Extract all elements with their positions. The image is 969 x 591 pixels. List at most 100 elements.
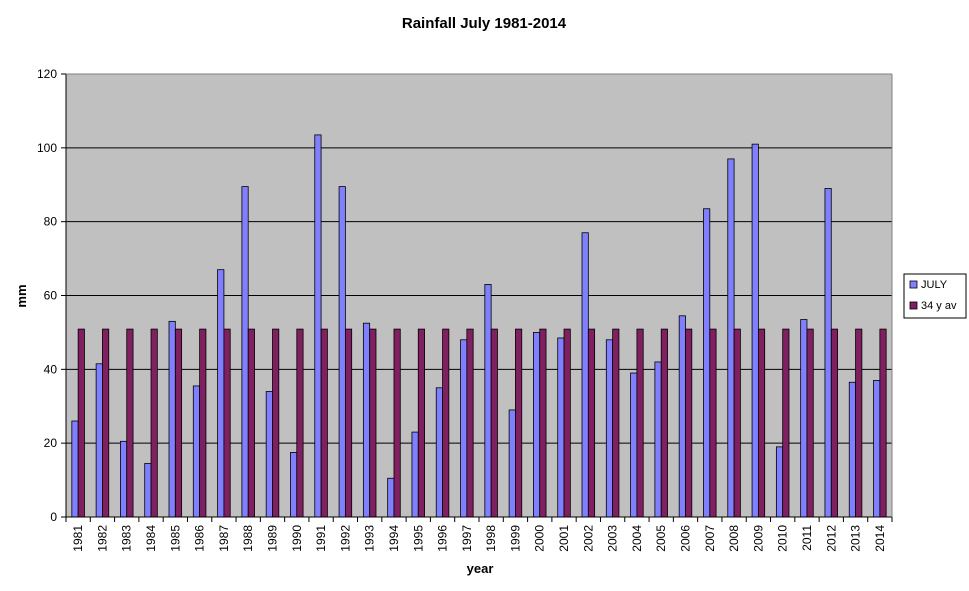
- bar-average-2009: [757, 328, 766, 518]
- y-tick-label: 20: [44, 436, 58, 450]
- bar-july-1989: [265, 391, 273, 518]
- bar-july-2001: [557, 337, 565, 518]
- x-tick-label: 2013: [849, 525, 863, 552]
- x-tick-label: 1986: [193, 525, 207, 552]
- x-tick-label: 2000: [533, 525, 547, 552]
- x-tick-label: 1987: [217, 525, 231, 552]
- y-tick-label: 120: [37, 67, 57, 81]
- bar-average-2006: [685, 328, 693, 518]
- bar-average-1999: [515, 328, 523, 518]
- bar-july-1999: [508, 409, 516, 518]
- x-tick-label: 1994: [387, 525, 401, 552]
- legend-swatch-july: [909, 280, 918, 289]
- x-tick-label: 2005: [654, 525, 668, 552]
- bar-average-1982: [102, 328, 110, 518]
- x-tick-labels: 1981 1982 1983 1984 1985 1986 1987 1988 1989 1990…: [71, 525, 887, 552]
- x-tick-label: 2010: [776, 525, 790, 552]
- bar-july-2009: [751, 143, 759, 518]
- y-tick-label: 100: [37, 141, 57, 155]
- x-tick-label: 2006: [679, 525, 693, 552]
- bar-average-1993: [369, 328, 377, 518]
- x-tick-label: 2007: [703, 525, 717, 552]
- x-tick-label: 2001: [557, 525, 571, 552]
- bar-average-2011: [806, 328, 814, 518]
- x-tick-label: 2002: [581, 525, 595, 552]
- bar-july-2005: [654, 361, 662, 518]
- bar-july-2012: [824, 188, 832, 518]
- bar-average-1989: [272, 328, 280, 518]
- bar-average-2010: [782, 328, 790, 518]
- bars: [71, 134, 887, 518]
- x-axis-title: year: [467, 561, 494, 576]
- bar-average-2004: [636, 328, 644, 518]
- bar-july-1990: [290, 451, 298, 518]
- bar-july-2002: [581, 232, 589, 518]
- bar-average-2000: [539, 328, 547, 518]
- chart-title: Rainfall July 1981-2014: [402, 15, 567, 32]
- bar-average-2001: [563, 328, 571, 518]
- legend-label-july: JULY: [921, 279, 948, 291]
- bar-july-1982: [95, 363, 103, 518]
- x-tick-label: 1992: [338, 525, 352, 552]
- bar-average-1992: [344, 328, 353, 518]
- x-tick-label: 1982: [95, 525, 109, 552]
- x-tick-label: 2011: [800, 525, 814, 551]
- x-tick-label: 1988: [241, 525, 255, 552]
- bar-july-1981: [71, 420, 79, 518]
- x-tick-label: 1989: [266, 525, 280, 552]
- bar-average-2007: [709, 328, 717, 518]
- bar-july-2008: [727, 158, 735, 518]
- bar-july-1985: [168, 320, 176, 518]
- bar-july-2000: [533, 332, 541, 518]
- bar-average-1995: [417, 328, 425, 518]
- x-tick-label: 2014: [873, 525, 887, 552]
- bar-july-2014: [873, 380, 881, 518]
- bar-average-2013: [855, 328, 863, 518]
- x-tick-label: 2012: [824, 525, 838, 552]
- bar-average-2008: [733, 328, 741, 518]
- bar-july-2004: [630, 372, 638, 518]
- x-tick-label: 1984: [144, 525, 158, 552]
- y-tick-label: 80: [44, 215, 58, 229]
- y-tick-label: 0: [50, 510, 57, 524]
- bar-july-1987: [217, 269, 225, 518]
- x-tick-label: 1985: [168, 525, 182, 552]
- bar-average-2014: [879, 328, 887, 518]
- x-tick-label: 1983: [120, 525, 134, 552]
- bar-average-1988: [247, 328, 255, 518]
- bar-average-1981: [77, 328, 85, 518]
- bar-july-1994: [387, 477, 395, 518]
- bar-july-1983: [120, 440, 128, 518]
- bar-july-1992: [338, 186, 346, 518]
- bar-average-1991: [320, 328, 328, 518]
- x-tick-label: 1991: [314, 525, 328, 552]
- bar-average-1986: [199, 328, 207, 518]
- bar-july-1996: [435, 387, 443, 518]
- bar-july-1986: [192, 385, 201, 518]
- legend-swatch-average: [909, 301, 918, 310]
- x-tick-label: 2003: [606, 525, 620, 552]
- x-tick-label: 2009: [751, 525, 765, 552]
- bar-july-2007: [703, 208, 711, 518]
- bar-average-1996: [442, 328, 450, 518]
- bar-july-1995: [411, 431, 419, 518]
- bar-july-2011: [800, 319, 808, 518]
- axes: [61, 73, 893, 522]
- bar-average-1984: [150, 328, 158, 518]
- y-tick-label: 40: [44, 362, 58, 376]
- bar-average-1983: [126, 328, 134, 518]
- bar-average-1997: [466, 328, 474, 518]
- y-tick-label: 60: [44, 289, 58, 303]
- bar-july-2003: [605, 339, 614, 518]
- x-tick-label: 1999: [508, 525, 522, 552]
- bar-average-1998: [490, 328, 498, 518]
- bar-july-1993: [362, 322, 371, 518]
- x-tick-label: 1997: [460, 525, 474, 552]
- x-tick-label: 1981: [71, 525, 85, 552]
- x-tick-label: 1998: [484, 525, 498, 552]
- bar-july-1998: [484, 284, 492, 518]
- bar-july-1997: [460, 339, 468, 518]
- bar-average-1985: [174, 328, 183, 518]
- x-tick-label: 1995: [411, 525, 425, 552]
